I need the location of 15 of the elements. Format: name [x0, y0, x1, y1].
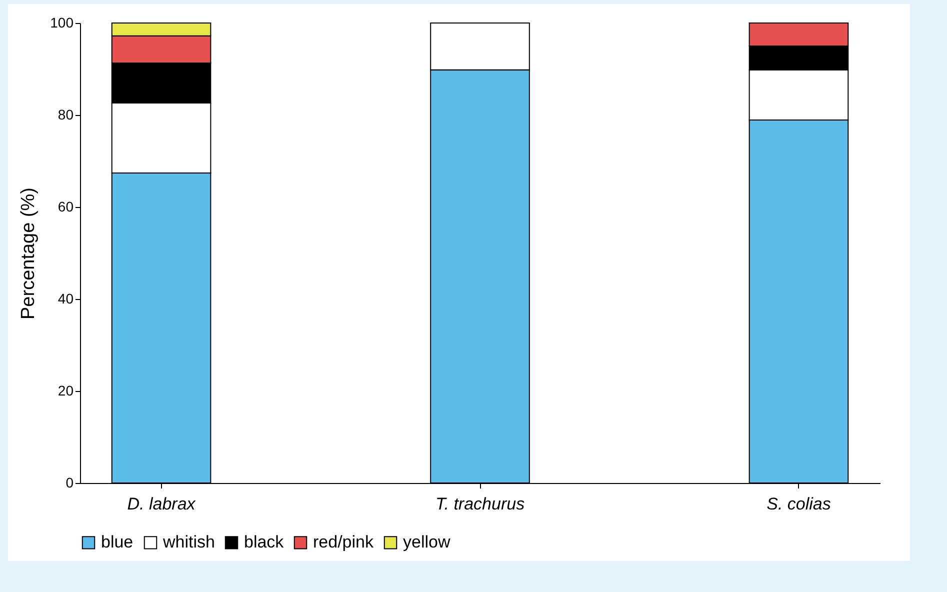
x-tick-label: D. labrax: [127, 494, 196, 514]
y-tick-label: 60: [58, 198, 74, 214]
legend-label: yellow: [403, 532, 451, 552]
y-tick-label: 80: [58, 106, 74, 122]
legend-label: black: [244, 532, 284, 552]
y-axis-title: Percentage (%): [18, 187, 40, 320]
x-tick-label: T. trachurus: [435, 494, 526, 514]
x-tick-label: S. colias: [766, 494, 832, 514]
legend-label: red/pink: [313, 532, 374, 552]
y-tick-label: 0: [66, 474, 74, 490]
legend-label: whitish: [162, 532, 215, 552]
y-tick-label: 40: [58, 290, 74, 306]
y-tick-label: 20: [58, 382, 74, 398]
y-tick-label: 100: [50, 14, 74, 30]
legend-label: blue: [101, 532, 134, 552]
